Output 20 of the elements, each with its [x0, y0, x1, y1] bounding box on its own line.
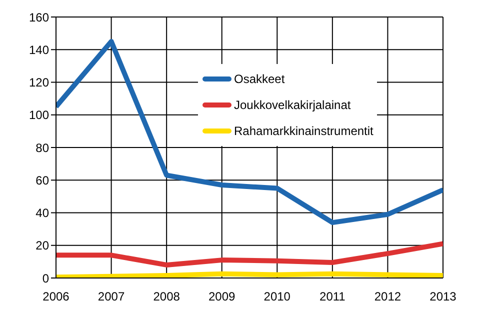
- x-tick-label: 2007: [98, 290, 125, 304]
- legend-label: Rahamarkkinainstrumentit: [234, 124, 374, 138]
- x-tick-label: 2012: [374, 290, 402, 304]
- x-tick-label: 2009: [208, 290, 236, 304]
- y-tick-label: 60: [36, 173, 50, 188]
- x-tick-label: 2011: [320, 290, 346, 304]
- y-tick-label: 40: [36, 206, 50, 220]
- y-tick-label: 140: [28, 42, 50, 57]
- y-tick-label: 100: [28, 108, 50, 122]
- x-tick-label: 2010: [264, 290, 291, 304]
- y-tick-label: 0: [42, 271, 50, 286]
- y-tick-label: 80: [36, 140, 50, 155]
- legend-label: Joukkovelkakirjalainat: [234, 98, 351, 112]
- legend-label: Osakkeet: [234, 72, 285, 86]
- y-tick-label: 20: [36, 238, 50, 253]
- x-tick-label: 2013: [430, 290, 457, 304]
- x-tick-label: 2006: [42, 290, 70, 304]
- y-tick-label: 160: [28, 10, 50, 24]
- x-tick-label: 2008: [153, 290, 180, 304]
- y-tick-label: 120: [28, 76, 50, 90]
